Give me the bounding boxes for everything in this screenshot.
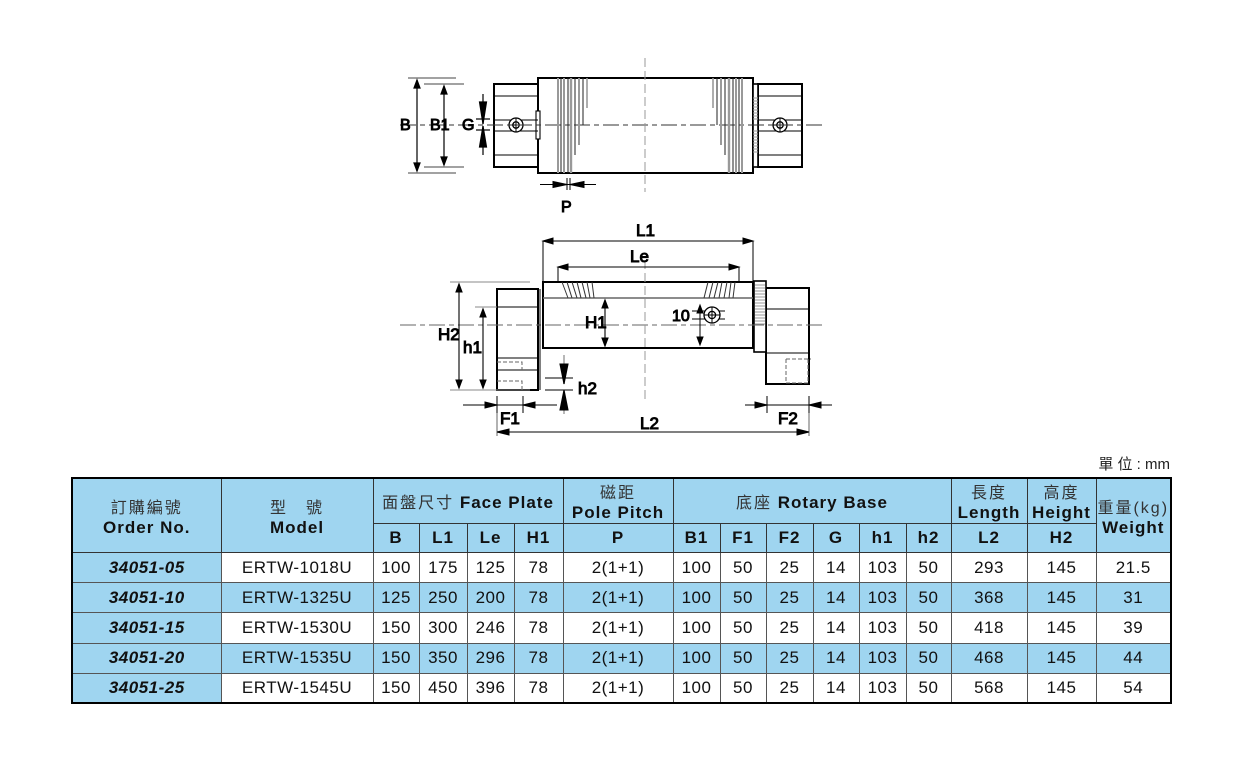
- svg-text:F1: F1: [500, 409, 520, 428]
- svg-text:L2: L2: [640, 414, 659, 433]
- svg-text:h1: h1: [463, 338, 482, 357]
- svg-text:B1: B1: [430, 117, 450, 134]
- svg-text:B: B: [400, 117, 411, 134]
- svg-text:10: 10: [672, 308, 690, 325]
- svg-text:Le: Le: [630, 247, 649, 266]
- svg-text:P: P: [561, 199, 572, 216]
- svg-text:L1: L1: [636, 221, 655, 240]
- svg-text:H1: H1: [585, 313, 607, 332]
- svg-text:G: G: [462, 117, 474, 134]
- svg-text:H2: H2: [438, 325, 460, 344]
- svg-text:F2: F2: [778, 409, 798, 428]
- svg-text:h2: h2: [578, 379, 597, 398]
